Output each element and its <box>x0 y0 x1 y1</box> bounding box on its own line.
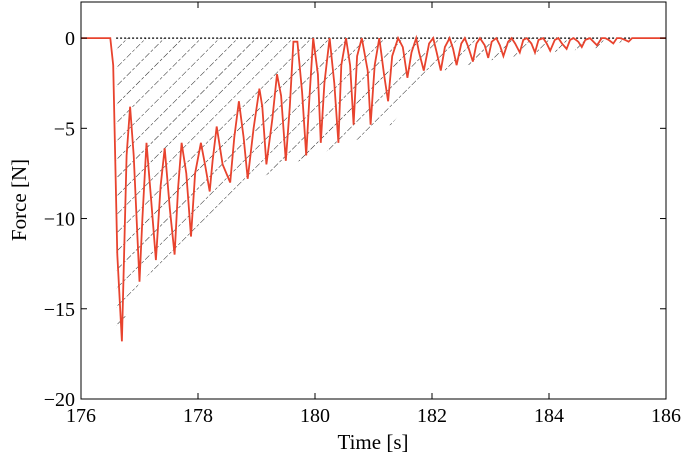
y-tick-label: 0 <box>65 28 75 50</box>
force-series-line <box>81 34 666 342</box>
y-tick-label: −10 <box>44 209 75 231</box>
y-tick-label: −20 <box>44 389 75 411</box>
plot-area <box>81 34 666 342</box>
y-axis: 0 −5 −10 −15 −20 <box>44 28 666 411</box>
y-axis-title: Force [N] <box>7 159 31 241</box>
x-tick-label: 180 <box>300 405 330 427</box>
x-axis: 176 178 180 182 184 186 <box>66 2 681 427</box>
x-tick-label: 178 <box>183 405 213 427</box>
x-tick-label: 184 <box>534 405 564 427</box>
y-tick-label: −15 <box>44 299 75 321</box>
x-tick-label: 186 <box>651 405 681 427</box>
x-tick-label: 176 <box>66 405 96 427</box>
x-axis-title: Time [s] <box>338 430 409 454</box>
hatched-area <box>116 38 637 342</box>
y-tick-label: −5 <box>54 118 75 140</box>
x-tick-label: 182 <box>417 405 447 427</box>
plot-frame <box>80 1 667 400</box>
